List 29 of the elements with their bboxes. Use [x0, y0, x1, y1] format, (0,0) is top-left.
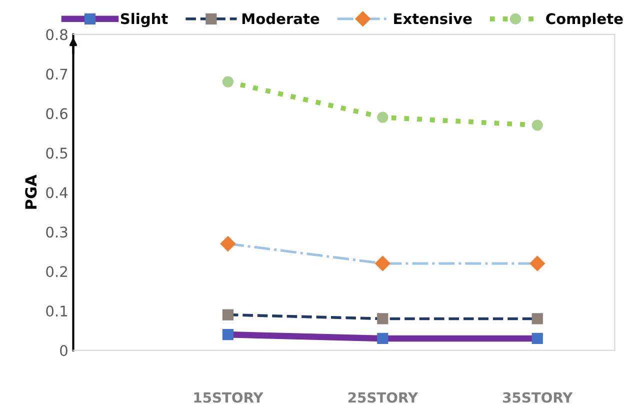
point: [375, 256, 390, 272]
point: [222, 309, 234, 320]
point: [530, 256, 545, 272]
y-tick-label: 0.6: [46, 108, 68, 120]
y-tick-label: 0.2: [46, 266, 67, 278]
x-tick-label: 25STORY: [348, 392, 418, 403]
y-tick-label: 0.4: [46, 187, 68, 198]
y-tick-label: 0.7: [46, 68, 68, 80]
legend-label: Extensive: [394, 12, 472, 24]
legend-label: Moderate: [242, 12, 320, 24]
y-tick-label: 0.8: [46, 29, 68, 40]
y-axis-title: PGA: [25, 174, 37, 209]
point: [532, 313, 543, 324]
point: [220, 236, 236, 252]
y-tick-label: 0: [60, 345, 68, 356]
point: [222, 328, 234, 340]
x-tick-label: 35STORY: [502, 392, 573, 403]
legend-label: Complete: [546, 12, 623, 28]
point: [377, 332, 388, 344]
x-tick-label: 15STORY: [194, 392, 264, 403]
y-tick-label: 0.5: [46, 148, 68, 159]
point: [532, 332, 543, 344]
legend-label: Slight: [120, 12, 168, 28]
y-tick-label: 0.3: [46, 226, 68, 238]
point: [377, 112, 388, 123]
point: [222, 76, 234, 88]
point: [532, 120, 543, 131]
point: [377, 313, 388, 324]
y-tick-label: 0.1: [46, 306, 68, 317]
